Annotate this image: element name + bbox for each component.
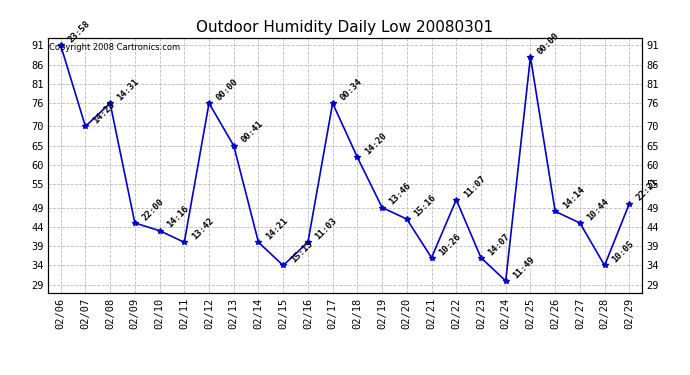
Text: 11:07: 11:07 xyxy=(462,174,487,199)
Text: 14:21: 14:21 xyxy=(264,216,289,242)
Text: 00:41: 00:41 xyxy=(239,120,265,145)
Text: 13:42: 13:42 xyxy=(190,216,215,242)
Text: 10:05: 10:05 xyxy=(610,239,635,265)
Text: 23:58: 23:58 xyxy=(66,19,92,45)
Text: 00:00: 00:00 xyxy=(536,31,562,56)
Text: 14:14: 14:14 xyxy=(561,185,586,211)
Text: 14:31: 14:31 xyxy=(116,77,141,102)
Text: 14:20: 14:20 xyxy=(363,131,388,156)
Text: Copyright 2008 Cartronics.com: Copyright 2008 Cartronics.com xyxy=(50,43,181,52)
Title: Outdoor Humidity Daily Low 20080301: Outdoor Humidity Daily Low 20080301 xyxy=(197,20,493,35)
Text: 15:16: 15:16 xyxy=(413,193,437,218)
Text: 15:13: 15:13 xyxy=(288,239,314,265)
Text: 14:28: 14:28 xyxy=(91,100,117,126)
Text: 00:00: 00:00 xyxy=(215,77,240,102)
Text: 14:16: 14:16 xyxy=(165,204,190,230)
Text: 22:21: 22:21 xyxy=(635,177,660,203)
Text: 10:44: 10:44 xyxy=(585,197,611,222)
Text: 11:49: 11:49 xyxy=(511,255,537,280)
Text: 22:00: 22:00 xyxy=(140,197,166,222)
Text: 10:26: 10:26 xyxy=(437,232,462,257)
Text: 13:46: 13:46 xyxy=(388,182,413,207)
Text: 00:34: 00:34 xyxy=(338,77,364,102)
Text: 11:03: 11:03 xyxy=(313,216,339,242)
Text: 14:07: 14:07 xyxy=(486,232,512,257)
